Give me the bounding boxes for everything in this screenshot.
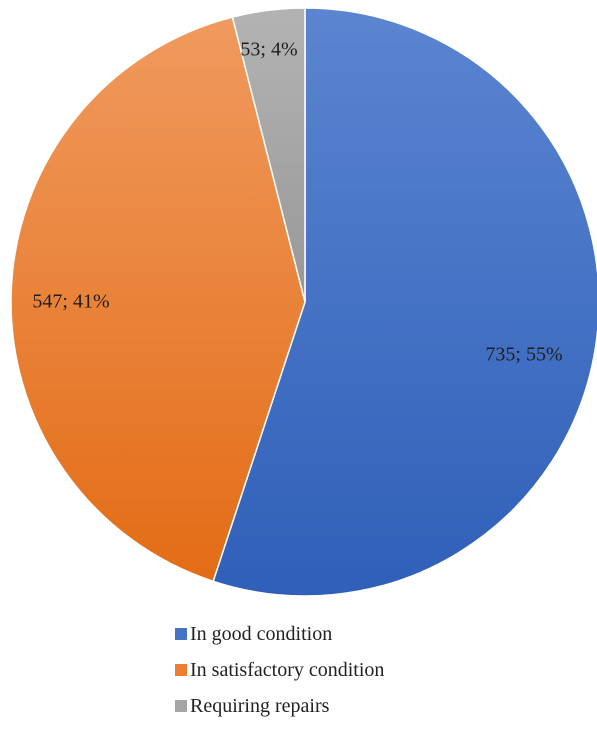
pie-chart-plot: 735; 55% 547; 41% 53; 4% xyxy=(10,7,597,597)
pie-slices xyxy=(10,7,597,597)
legend-swatch-in-good-condition xyxy=(175,628,187,640)
pie-slice-requiring-repairs xyxy=(231,7,306,303)
legend-item-in-satisfactory-condition: In satisfactory condition xyxy=(175,660,384,680)
data-label-in-good-condition: 735; 55% xyxy=(485,344,562,366)
data-label-in-satisfactory-condition: 547; 41% xyxy=(32,291,109,313)
legend-label-in-good-condition: In good condition xyxy=(190,623,333,645)
pie-slice-in-good-condition xyxy=(212,7,597,597)
pie-slice-in-satisfactory-condition xyxy=(10,16,306,583)
legend-label-in-satisfactory-condition: In satisfactory condition xyxy=(190,659,385,681)
chart-legend: In good condition In satisfactory condit… xyxy=(175,624,384,716)
legend-item-in-good-condition: In good condition xyxy=(175,624,384,644)
legend-label-requiring-repairs: Requiring repairs xyxy=(190,695,330,717)
data-label-requiring-repairs: 53; 4% xyxy=(240,39,297,61)
legend-swatch-in-satisfactory-condition xyxy=(175,664,187,676)
pie-data-labels: 735; 55% 547; 41% 53; 4% xyxy=(32,39,562,366)
legend-item-requiring-repairs: Requiring repairs xyxy=(175,696,384,716)
legend-swatch-requiring-repairs xyxy=(175,700,187,712)
